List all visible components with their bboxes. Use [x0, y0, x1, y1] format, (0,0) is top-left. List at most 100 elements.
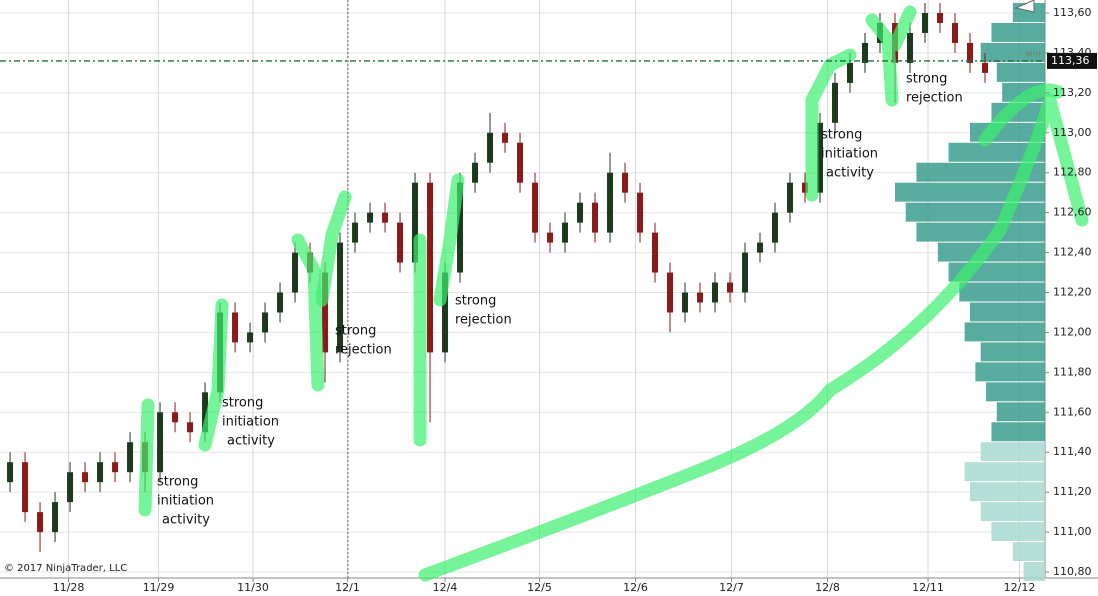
y-tick-label: 111,60	[1053, 405, 1092, 418]
x-tick-label: 12/1	[335, 581, 360, 594]
profile-bar	[996, 62, 1045, 82]
profile-bar	[996, 402, 1045, 422]
annotation: rejection	[906, 91, 963, 106]
candle-body	[7, 462, 14, 483]
candle-body	[622, 172, 629, 193]
profile-bar	[980, 342, 1045, 362]
candle-body	[52, 502, 59, 533]
candle-body	[712, 282, 719, 303]
profile-bar	[1012, 542, 1045, 562]
x-tick-label: 11/29	[143, 581, 175, 594]
highlight	[291, 233, 325, 392]
profile-bar	[970, 482, 1045, 502]
profile-bar	[959, 282, 1045, 302]
y-tick-label: 112,40	[1053, 246, 1092, 259]
annotation: activity	[227, 434, 275, 449]
candle-body	[817, 122, 824, 193]
candle-body	[532, 182, 539, 233]
last-price-label: 113,36	[1051, 54, 1090, 67]
y-tick-label: 113,20	[1053, 86, 1092, 99]
candle-body	[637, 192, 644, 233]
annotation: rejection	[455, 313, 512, 328]
last-price-box	[1047, 52, 1097, 69]
x-tick-label: 11/30	[237, 581, 269, 594]
candle-body	[232, 312, 239, 343]
candle-body	[187, 422, 194, 433]
x-tick-label: 12/6	[623, 581, 648, 594]
x-tick-label: 12/5	[527, 581, 552, 594]
candle-body	[397, 222, 404, 263]
x-tick-label: 12/7	[719, 581, 744, 594]
candle-body	[862, 42, 869, 63]
candle-body	[952, 22, 959, 43]
candle-body	[757, 242, 764, 253]
profile-bar	[975, 362, 1045, 382]
y-tick-label: 111,00	[1053, 525, 1092, 538]
candle-body	[277, 292, 284, 313]
candle-body	[457, 182, 464, 273]
highlight	[433, 173, 465, 307]
annotation: rejection	[335, 343, 392, 358]
candle-body	[652, 232, 659, 273]
profile-bar	[970, 302, 1045, 322]
candle-body	[742, 252, 749, 293]
candle-body	[247, 332, 254, 343]
x-tick-label: 11/28	[53, 581, 85, 594]
profile-bar	[964, 322, 1045, 342]
candle-body	[787, 182, 794, 213]
y-tick-label: 112,20	[1053, 286, 1092, 299]
candle-body	[967, 42, 974, 63]
candle-body	[82, 472, 89, 483]
annotation: strong	[906, 72, 947, 87]
candle-body	[772, 212, 779, 243]
profile-bar	[980, 42, 1045, 62]
candle-body	[112, 462, 119, 473]
candle-body	[577, 202, 584, 223]
profile-bar	[991, 422, 1045, 442]
candle-body	[172, 412, 179, 423]
candle-body	[922, 13, 929, 33]
profile-bar	[1023, 562, 1045, 581]
annotation: initiation	[157, 494, 214, 509]
highlight	[138, 398, 155, 517]
y-tick-label: 112,00	[1053, 325, 1092, 338]
copyright: © 2017 NinjaTrader, LLC	[4, 563, 127, 574]
candle-body	[412, 182, 419, 263]
annotation: strong	[335, 324, 376, 339]
candle-body	[607, 172, 614, 233]
profile-bar	[980, 442, 1045, 462]
volume-profile	[895, 3, 1045, 581]
annotation: strong	[455, 294, 496, 309]
profile-bar	[905, 202, 1045, 222]
last-price-tag: win	[1025, 49, 1041, 59]
annotation: strong	[821, 128, 862, 143]
y-tick-label: 113,60	[1053, 6, 1092, 19]
profile-bar	[964, 462, 1045, 482]
y-tick-label: 112,80	[1053, 166, 1092, 179]
annotation: activity	[826, 166, 874, 181]
highlight-arrow	[418, 93, 1089, 582]
annotation: activity	[162, 513, 210, 528]
candle-body	[667, 272, 674, 313]
x-tick-label: 12/12	[1004, 581, 1036, 594]
highlight-arrow	[978, 83, 1065, 147]
candle-body	[67, 472, 74, 503]
panel-icon	[1014, 0, 1035, 13]
annotation: strong	[157, 475, 198, 490]
candle-body	[427, 182, 434, 353]
candle-body	[292, 252, 299, 293]
candle-body	[727, 282, 734, 293]
annotation: initiation	[821, 147, 878, 162]
y-tick-label: 112,60	[1053, 206, 1092, 219]
y-tick-label: 113,00	[1053, 126, 1092, 139]
candle-body	[322, 272, 329, 353]
candle-body	[592, 202, 599, 233]
profile-bar	[916, 162, 1045, 182]
candle-body	[847, 62, 854, 83]
profile-bar	[986, 382, 1045, 402]
candle-body	[472, 162, 479, 183]
y-tick-label: 111,80	[1053, 365, 1092, 378]
candle-body	[802, 182, 809, 193]
